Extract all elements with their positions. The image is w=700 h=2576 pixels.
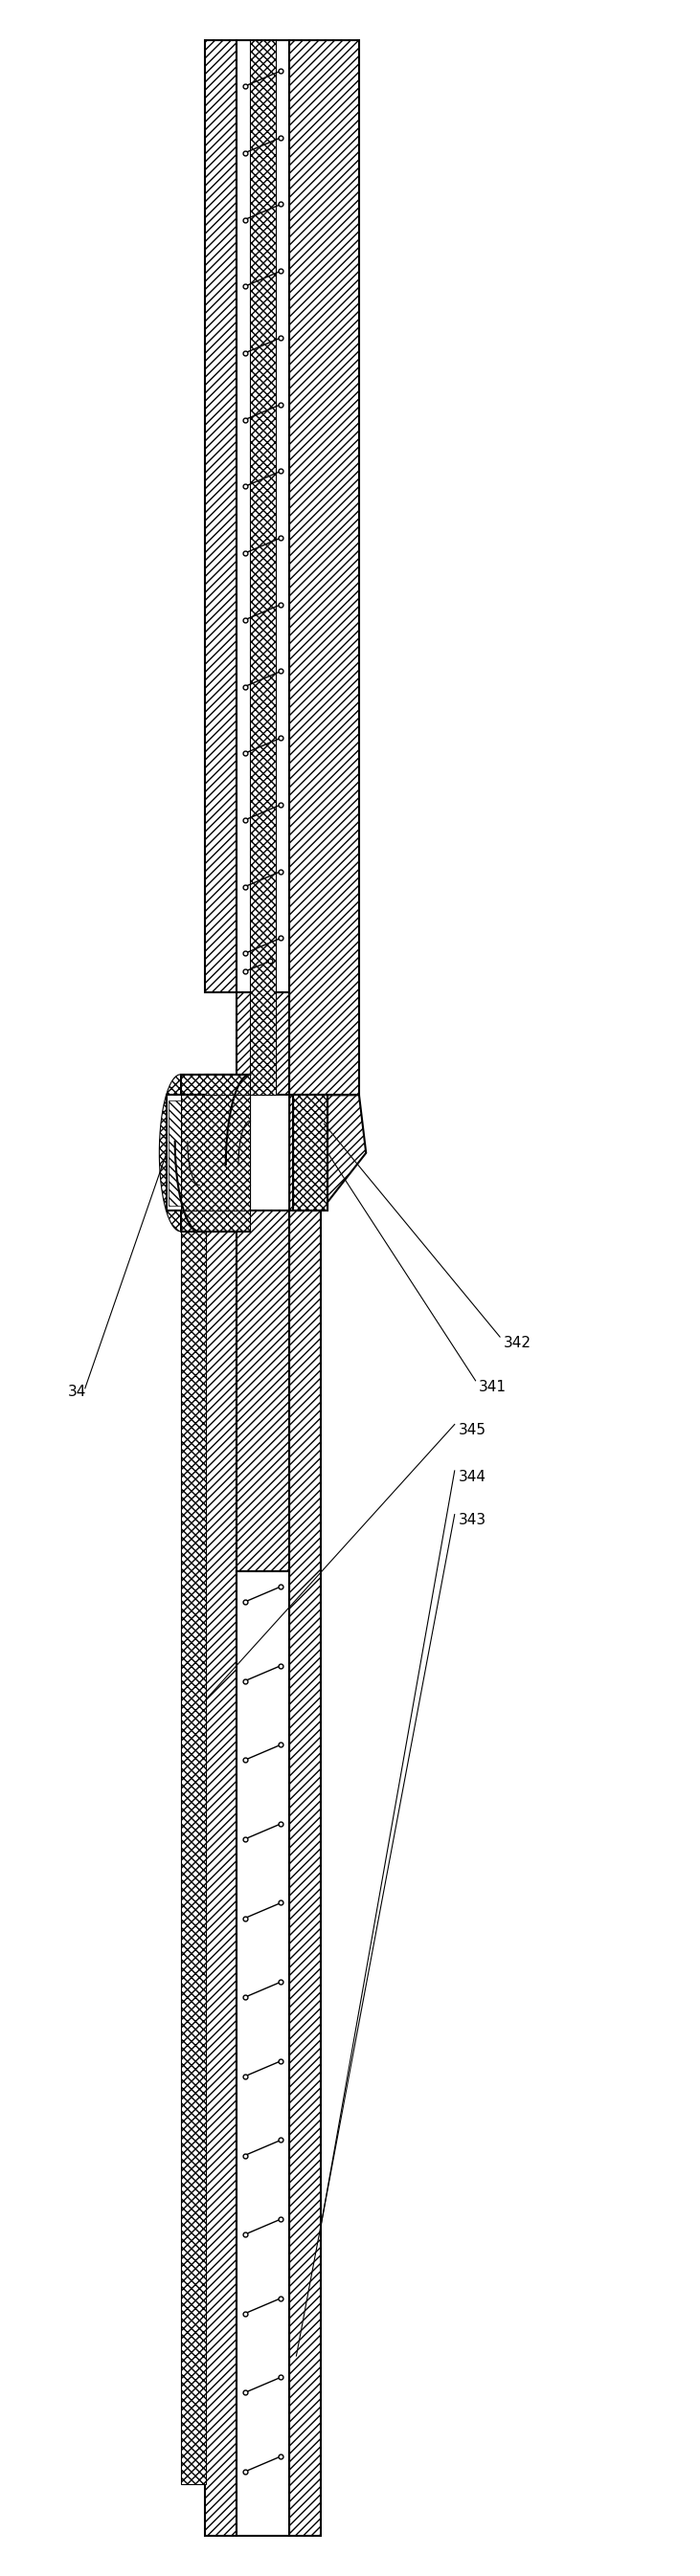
Polygon shape xyxy=(237,1571,289,2535)
Polygon shape xyxy=(237,1211,289,1571)
Polygon shape xyxy=(237,41,289,992)
Polygon shape xyxy=(205,1231,237,2535)
Polygon shape xyxy=(205,1074,237,1095)
Polygon shape xyxy=(205,41,237,992)
Text: 345: 345 xyxy=(458,1422,486,1437)
Polygon shape xyxy=(289,1095,366,1211)
Polygon shape xyxy=(289,1211,321,2535)
Polygon shape xyxy=(160,1074,181,1231)
Text: 341: 341 xyxy=(479,1381,507,1394)
Polygon shape xyxy=(181,1095,251,1211)
Text: 34: 34 xyxy=(68,1383,86,1399)
Text: 344: 344 xyxy=(458,1468,486,1484)
Polygon shape xyxy=(237,992,289,1095)
Bar xyxy=(167,1095,205,1211)
Polygon shape xyxy=(293,1095,328,1211)
Polygon shape xyxy=(181,1074,251,1231)
Polygon shape xyxy=(289,41,359,1095)
Text: 343: 343 xyxy=(458,1512,486,1528)
Polygon shape xyxy=(169,1100,203,1206)
Polygon shape xyxy=(181,1211,206,2486)
Text: 342: 342 xyxy=(503,1337,531,1350)
Polygon shape xyxy=(251,41,275,1095)
Bar xyxy=(293,1095,328,1211)
